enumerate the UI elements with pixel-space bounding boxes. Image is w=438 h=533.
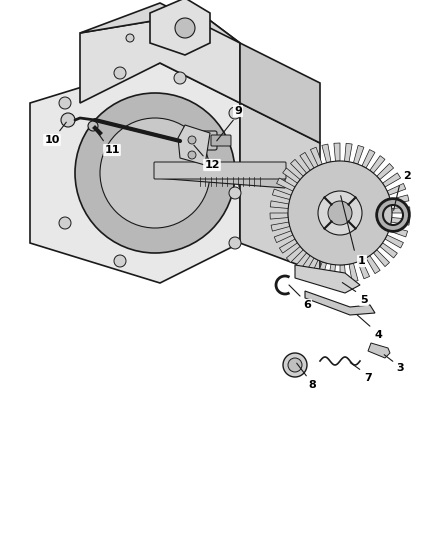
Circle shape (59, 217, 71, 229)
Circle shape (229, 237, 241, 249)
Polygon shape (358, 260, 370, 279)
Text: 12: 12 (204, 160, 220, 170)
Polygon shape (305, 258, 318, 277)
Text: 5: 5 (360, 295, 368, 305)
Polygon shape (366, 256, 380, 273)
Polygon shape (270, 201, 289, 208)
Circle shape (229, 107, 241, 119)
Text: 6: 6 (303, 300, 311, 310)
Text: 8: 8 (308, 380, 316, 390)
Wedge shape (377, 199, 409, 231)
Polygon shape (311, 147, 322, 166)
Circle shape (174, 72, 186, 84)
Circle shape (59, 97, 71, 109)
Circle shape (188, 151, 196, 159)
Polygon shape (30, 63, 240, 283)
Polygon shape (349, 263, 358, 282)
Circle shape (61, 113, 75, 127)
Circle shape (88, 121, 98, 131)
Text: 3: 3 (396, 363, 404, 373)
Circle shape (75, 93, 235, 253)
Polygon shape (240, 103, 320, 273)
Polygon shape (295, 265, 360, 293)
Polygon shape (374, 250, 389, 266)
Polygon shape (80, 3, 240, 43)
Circle shape (318, 191, 362, 235)
Circle shape (114, 67, 126, 79)
Polygon shape (387, 183, 406, 195)
Text: 11: 11 (104, 145, 120, 155)
Polygon shape (390, 195, 409, 204)
Circle shape (126, 34, 134, 42)
Circle shape (181, 19, 189, 27)
Circle shape (100, 118, 210, 228)
Polygon shape (276, 178, 295, 191)
Circle shape (283, 353, 307, 377)
Text: 7: 7 (364, 373, 372, 383)
Polygon shape (305, 291, 375, 315)
Polygon shape (362, 150, 375, 168)
Polygon shape (240, 43, 320, 143)
Text: 2: 2 (403, 171, 411, 181)
Text: 4: 4 (374, 330, 382, 340)
Polygon shape (322, 144, 331, 163)
Polygon shape (150, 0, 210, 55)
Polygon shape (290, 159, 307, 176)
FancyBboxPatch shape (211, 135, 231, 146)
Text: 9: 9 (234, 106, 242, 116)
Polygon shape (272, 189, 291, 199)
Polygon shape (295, 253, 310, 270)
FancyBboxPatch shape (154, 162, 286, 179)
Circle shape (288, 161, 392, 265)
FancyBboxPatch shape (183, 131, 217, 150)
Polygon shape (279, 239, 297, 253)
Polygon shape (391, 217, 410, 225)
Circle shape (229, 187, 241, 199)
Polygon shape (368, 343, 390, 358)
Polygon shape (340, 265, 346, 283)
Polygon shape (345, 143, 352, 162)
Circle shape (188, 136, 196, 144)
Circle shape (114, 255, 126, 267)
Polygon shape (270, 213, 288, 219)
Polygon shape (286, 246, 303, 262)
Polygon shape (377, 164, 394, 180)
Polygon shape (155, 163, 285, 188)
Polygon shape (300, 152, 314, 171)
Polygon shape (389, 227, 408, 237)
Polygon shape (274, 231, 293, 243)
Polygon shape (178, 125, 210, 165)
Polygon shape (383, 173, 401, 187)
Polygon shape (380, 243, 397, 258)
Polygon shape (385, 235, 403, 248)
Polygon shape (334, 143, 340, 161)
Text: 1: 1 (358, 256, 366, 266)
Circle shape (175, 18, 195, 38)
Polygon shape (370, 156, 385, 173)
Text: 10: 10 (44, 135, 60, 145)
Polygon shape (283, 168, 300, 183)
Polygon shape (392, 207, 410, 213)
Polygon shape (271, 222, 290, 231)
Polygon shape (80, 13, 240, 103)
Circle shape (328, 201, 352, 225)
Polygon shape (316, 262, 327, 280)
Polygon shape (353, 146, 364, 164)
Circle shape (288, 358, 302, 372)
Polygon shape (328, 264, 336, 282)
